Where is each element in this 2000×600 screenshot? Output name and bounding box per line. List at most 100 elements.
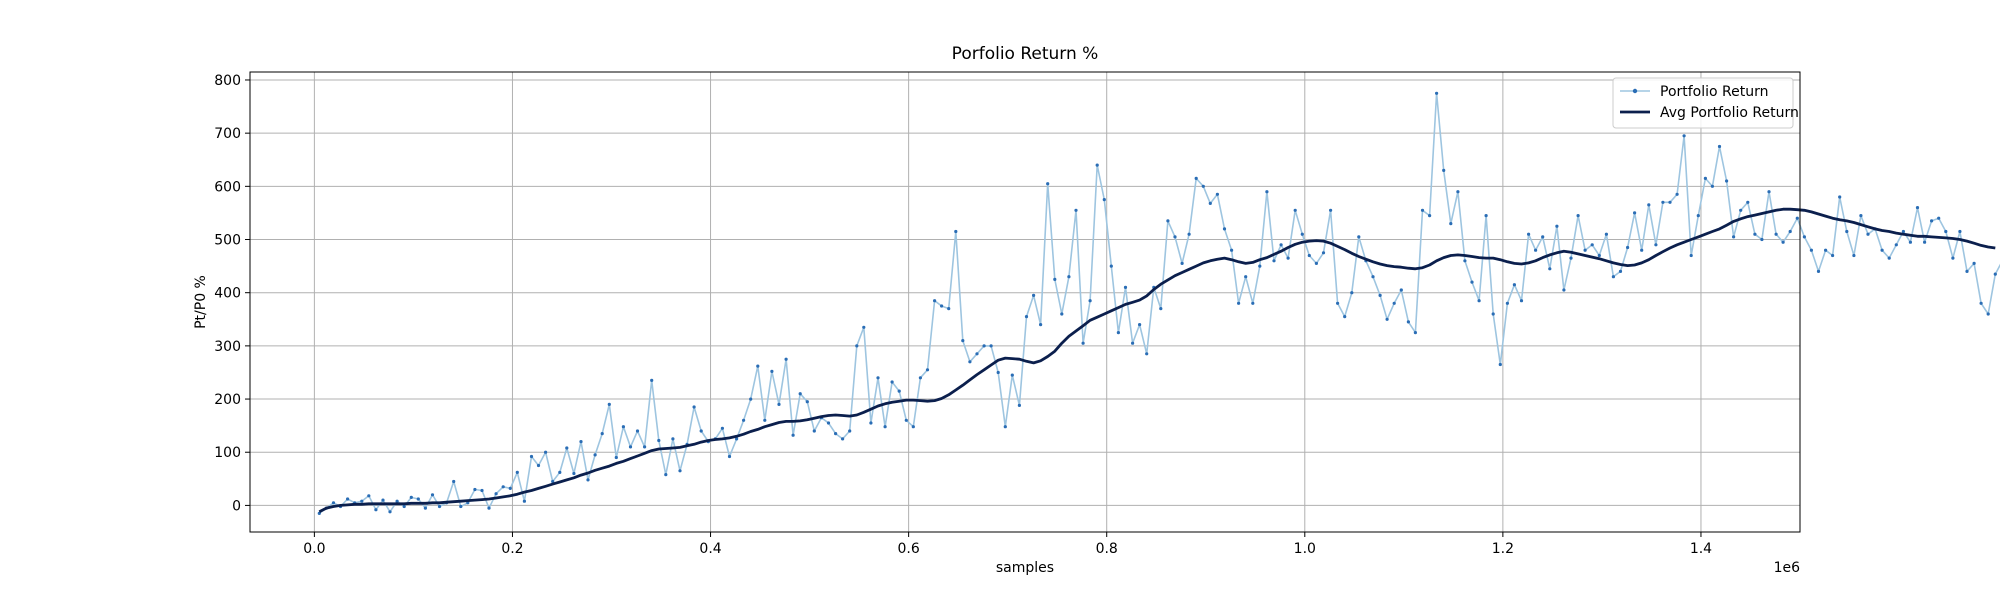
data-point <box>1258 264 1262 268</box>
data-point <box>1512 283 1516 287</box>
x-tick-label: 1.2 <box>1492 541 1514 557</box>
data-point <box>1788 229 1792 234</box>
series-line-avg-portfolio-return <box>318 207 1996 514</box>
y-axis-label: Pt/P0 % <box>193 275 209 329</box>
legend: Portfolio Return Avg Portfolio Return <box>1612 77 1799 129</box>
data-point <box>1053 277 1057 281</box>
data-point <box>1131 341 1135 345</box>
data-point <box>982 344 986 348</box>
data-point <box>1074 208 1078 212</box>
data-point <box>671 437 675 441</box>
data-point <box>1555 224 1559 228</box>
data-point <box>1986 312 1990 316</box>
data-point <box>331 501 336 505</box>
data-point <box>1166 219 1170 223</box>
data-point <box>1350 291 1354 295</box>
data-point <box>1739 208 1743 212</box>
data-point <box>1717 144 1722 149</box>
data-point <box>897 389 901 393</box>
data-point <box>1753 232 1757 236</box>
data-point <box>812 429 816 433</box>
data-point <box>989 344 993 348</box>
data-point <box>1088 299 1092 303</box>
data-point <box>1505 301 1509 305</box>
x-axis: 0.0 0.2 0.4 0.6 0.8 1.0 1.2 1.4 <box>303 532 1712 557</box>
plot-frame <box>249 71 1801 533</box>
data-point <box>360 499 364 503</box>
data-point <box>749 397 753 401</box>
data-point <box>1343 315 1347 319</box>
data-point <box>798 392 802 396</box>
data-point <box>735 437 739 441</box>
data-point <box>1484 214 1488 218</box>
data-point <box>1859 214 1863 218</box>
data-point <box>1428 214 1432 218</box>
data-point <box>1633 211 1637 215</box>
data-point <box>459 504 463 509</box>
data-point <box>1894 243 1898 247</box>
data-point <box>1710 184 1714 188</box>
data-point <box>1661 200 1665 204</box>
data-point <box>848 429 852 433</box>
data-point <box>1081 341 1085 345</box>
data-point <box>862 325 866 329</box>
data-point <box>1180 261 1184 265</box>
data-point <box>381 498 385 502</box>
data-point <box>1498 362 1502 367</box>
data-point <box>890 380 894 384</box>
data-point <box>1321 251 1326 255</box>
series-line-portfolio-return <box>318 92 2000 515</box>
data-point <box>1314 261 1318 265</box>
data-point <box>692 405 696 409</box>
data-point <box>1824 248 1828 252</box>
data-point <box>699 429 703 433</box>
y-tick-label: 400 <box>214 286 241 302</box>
data-point <box>834 432 838 436</box>
data-point <box>1915 206 1920 210</box>
x-tick-label: 0.0 <box>303 541 325 557</box>
data-point <box>1138 323 1142 327</box>
data-point <box>650 378 654 382</box>
data-point <box>1017 403 1022 407</box>
y-tick-label: 800 <box>214 73 241 89</box>
data-point <box>1562 288 1566 292</box>
data-point <box>1781 240 1785 244</box>
data-point <box>918 376 923 380</box>
data-point <box>628 445 633 449</box>
data-point <box>1816 269 1821 273</box>
data-point <box>1279 243 1283 247</box>
data-point <box>869 421 873 425</box>
data-point <box>1293 208 1297 212</box>
data-point <box>1251 301 1255 305</box>
data-point <box>1003 425 1007 429</box>
data-point <box>395 499 399 503</box>
data-point <box>1675 192 1679 196</box>
data-point <box>940 304 944 308</box>
data-point <box>1937 216 1941 220</box>
data-point <box>1852 253 1856 258</box>
data-point <box>947 307 951 311</box>
data-point <box>720 426 725 430</box>
data-point <box>1406 320 1410 324</box>
data-point <box>1993 272 1997 276</box>
data-point <box>1802 235 1806 239</box>
y-tick-label: 700 <box>214 126 241 142</box>
data-point <box>1095 163 1099 167</box>
data-point <box>1413 331 1417 335</box>
data-point <box>423 506 427 510</box>
data-point <box>1463 259 1467 263</box>
chart-title: Porfolio Return % <box>952 44 1099 64</box>
data-point <box>1923 240 1927 244</box>
data-point <box>1668 200 1672 204</box>
data-point <box>515 470 519 474</box>
data-point <box>367 494 371 498</box>
series-layer <box>317 91 2000 515</box>
data-point <box>784 357 788 361</box>
data-point <box>1449 222 1453 226</box>
data-point <box>1611 275 1615 279</box>
x-axis-label: samples <box>996 560 1054 576</box>
data-point <box>572 471 576 476</box>
data-point <box>1265 190 1269 194</box>
data-point <box>1682 134 1686 138</box>
data-point <box>1527 232 1531 236</box>
